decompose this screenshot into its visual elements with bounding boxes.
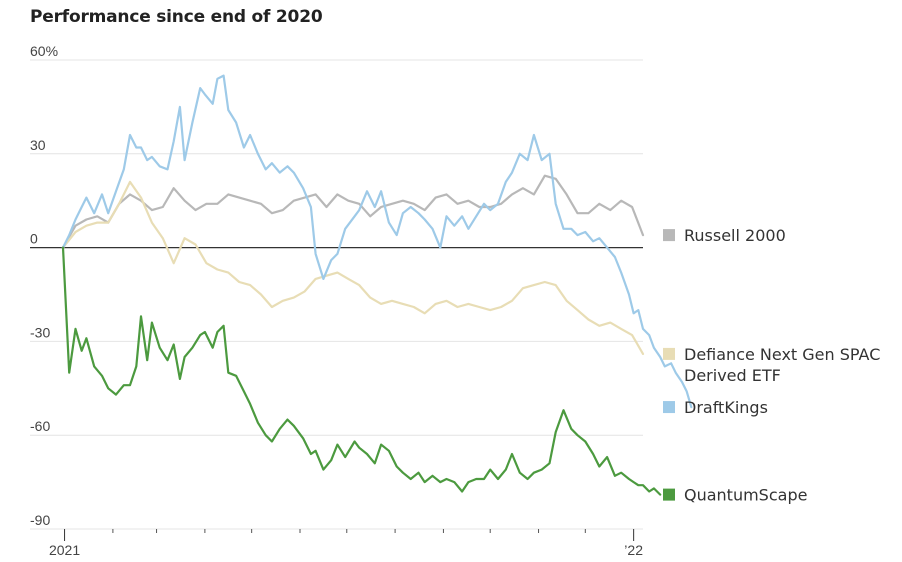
legend-item: DraftKings bbox=[663, 398, 768, 417]
legend-label: Russell 2000 bbox=[684, 226, 786, 245]
y-axis-labels: 60% 30 0 -30 -60 -90 bbox=[30, 43, 58, 528]
y-tick-label: -60 bbox=[30, 418, 50, 434]
legend-swatch bbox=[663, 347, 675, 360]
y-tick-label: -30 bbox=[30, 324, 50, 340]
x-tick-label: ’22 bbox=[624, 542, 643, 558]
y-tick-label: -90 bbox=[30, 512, 50, 528]
y-tick-label: 0 bbox=[30, 231, 38, 247]
legend-label: Defiance Next Gen SPAC bbox=[684, 345, 880, 364]
legend-swatch bbox=[663, 488, 675, 501]
y-tick-label: 30 bbox=[30, 137, 46, 153]
legend-item: Russell 2000 bbox=[663, 226, 786, 245]
y-tick-label: 60% bbox=[30, 43, 58, 59]
legend: Russell 2000 Defiance Next Gen SPAC Derive… bbox=[663, 226, 880, 505]
legend-label: DraftKings bbox=[684, 398, 768, 417]
legend-label: QuantumScape bbox=[684, 486, 807, 505]
legend-label: Derived ETF bbox=[684, 366, 781, 385]
series-line-defiance-next-gen-spac-derived-etf bbox=[61, 180, 645, 355]
legend-swatch bbox=[663, 229, 675, 242]
x-tick-label: 2021 bbox=[49, 542, 80, 558]
chart-title: Performance since end of 2020 bbox=[30, 7, 323, 27]
series-line-quantumscape bbox=[61, 246, 662, 496]
series-line-russell-2000 bbox=[61, 174, 645, 249]
x-axis: 2021 ’22 bbox=[49, 529, 643, 558]
legend-item: Defiance Next Gen SPAC Derived ETF bbox=[663, 345, 880, 385]
grid-lines bbox=[30, 59, 643, 530]
legend-swatch bbox=[663, 401, 675, 414]
series-line-draftkings bbox=[61, 74, 693, 409]
series-lines bbox=[61, 74, 693, 496]
legend-item: QuantumScape bbox=[663, 486, 807, 505]
